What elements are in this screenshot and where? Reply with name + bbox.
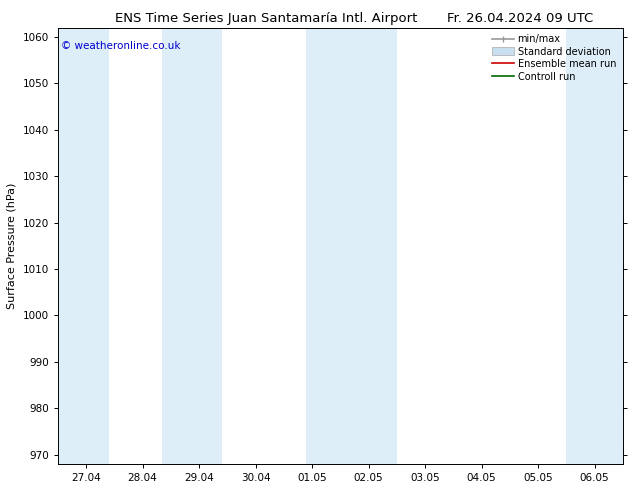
Bar	[162, 27, 222, 464]
Legend: min/max, Standard deviation, Ensemble mean run, Controll run: min/max, Standard deviation, Ensemble me…	[490, 32, 618, 84]
Bar	[566, 27, 623, 464]
Y-axis label: Surface Pressure (hPa): Surface Pressure (hPa)	[7, 183, 17, 309]
Text: © weatheronline.co.uk: © weatheronline.co.uk	[61, 41, 180, 50]
Bar	[58, 27, 108, 464]
Text: ENS Time Series Juan Santamaría Intl. Airport: ENS Time Series Juan Santamaría Intl. Ai…	[115, 12, 417, 25]
Text: Fr. 26.04.2024 09 UTC: Fr. 26.04.2024 09 UTC	[447, 12, 593, 25]
Bar	[306, 27, 397, 464]
